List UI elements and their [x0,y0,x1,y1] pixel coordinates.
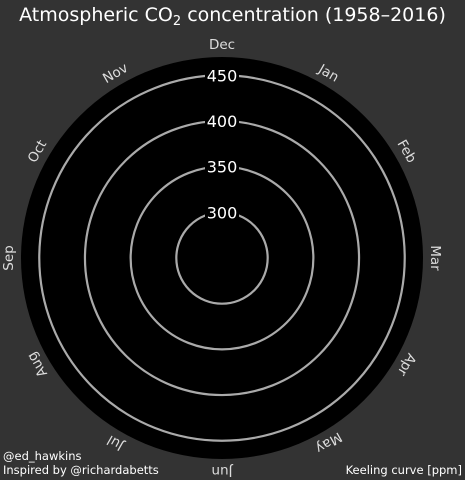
ring-label-300: 300 [207,203,238,222]
credit-text: @ed_hawkins [3,449,82,463]
ring-label-bg-450 [205,66,239,85]
ring-label-400: 400 [207,112,238,131]
ring-label-bg-300 [205,203,239,222]
month-label-jul: Jul [104,431,127,454]
ring-label-bg-400 [205,111,239,130]
ring-label-450: 450 [207,66,238,85]
plot-area [21,57,423,459]
chart-title: Atmospheric CO2 concentration (1958–2016… [0,4,465,29]
month-label-sep: Sep [1,245,17,270]
source-text: Keeling curve [ppm] [345,463,462,477]
ring-label-350: 350 [207,158,238,177]
inspired-text: Inspired by @richardabetts [3,463,159,477]
title-prefix: Atmospheric CO [19,4,173,26]
month-label-jun: Jun [211,463,233,479]
month-label-dec: Dec [209,37,235,53]
ring-label-bg-350 [205,157,239,176]
month-label-mar: Mar [427,245,443,271]
title-suffix: concentration (1958–2016) [181,4,446,26]
title-subscript: 2 [172,14,182,29]
